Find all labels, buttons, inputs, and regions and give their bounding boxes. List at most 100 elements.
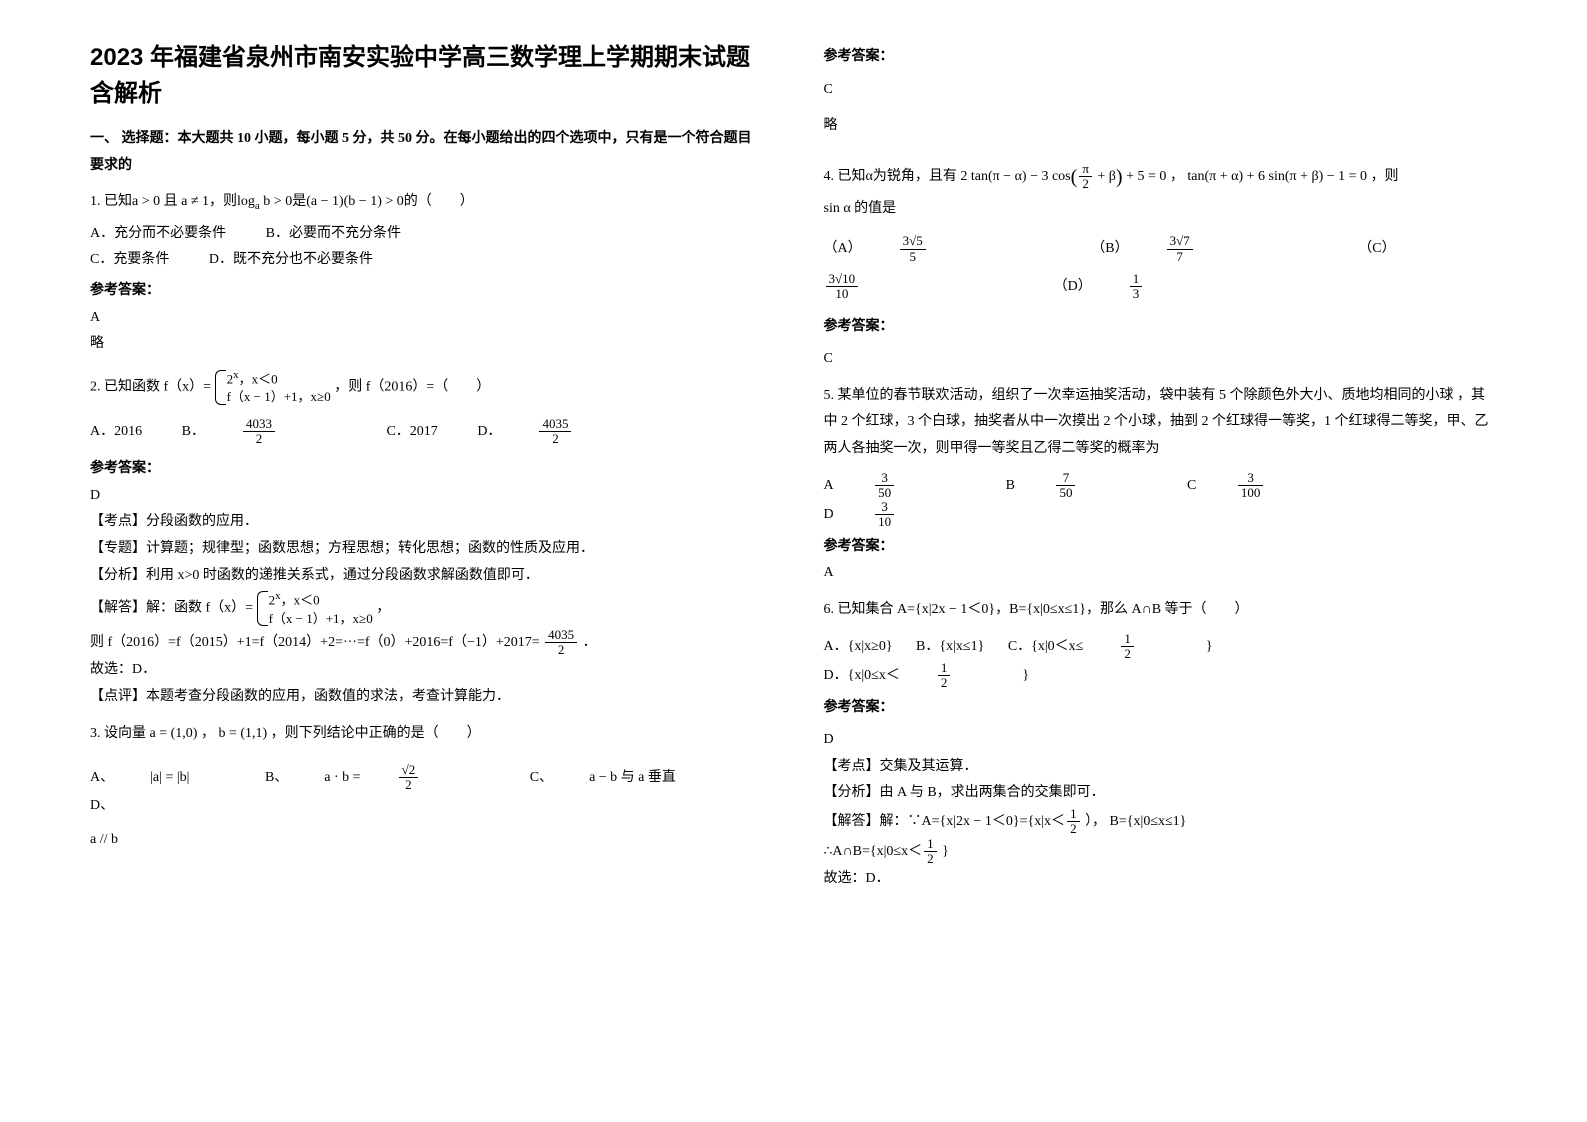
q5-ans: A — [824, 560, 1498, 587]
q2-k4-a: 【解答】解：函数 f（x）= — [90, 601, 253, 616]
q6-k2: 【分析】由 A 与 B，求出两集合的交集即可． — [824, 780, 1498, 807]
q6-opt-a: A．{x|x≥0} — [824, 634, 893, 661]
q1-opt-a: A．充分而不必要条件 — [90, 221, 226, 248]
q3-opt-b: B、a · b = √22 — [265, 763, 490, 793]
exam-title: 2023 年福建省泉州市南安实验中学高三数学理上学期期末试题含解析 — [90, 40, 764, 112]
q4-opt-a: （A）3√55 — [824, 234, 998, 264]
q5-opt-c-pre: C — [1187, 473, 1196, 500]
q4-eq2: tan(π + α) + 6 sin(π + β) − 1 = 0 — [1187, 169, 1367, 184]
q5-opt-c-frac: 3100 — [1238, 471, 1300, 501]
q5-opt-a-num: 3 — [875, 471, 894, 486]
q6-k4-frac: 12 — [924, 837, 937, 867]
q1-log-tail: b > 0 — [260, 194, 292, 209]
q6-opt-d: D．{x|0≤x＜12 } — [824, 661, 1066, 691]
q5-opt-b-den: 50 — [1056, 486, 1075, 500]
q3-ans: C — [824, 77, 1498, 104]
q6-k4-a: ∴A∩B={x|0≤x＜ — [824, 844, 923, 859]
q6-k1: 【考点】交集及其运算． — [824, 754, 1498, 781]
q4-options-row2: 3√1010 （D）13 — [824, 272, 1498, 302]
q2-k5-b: ． — [583, 635, 597, 650]
q6-stem: 6. 已知集合 A={x|2x − 1＜0}，B={x|0≤x≤1}，那么 A∩… — [824, 597, 1498, 624]
q1-cond2: a ≠ 1 — [181, 194, 209, 209]
q4-ans-label: 参考答案： — [824, 314, 1498, 341]
q6-k3-b: ）， B={x|0≤x≤1} — [1082, 814, 1187, 829]
q2-k4-b: ， — [376, 601, 390, 616]
q2-opt-b: B．40332 — [182, 417, 347, 447]
q4-opt-d: （D）13 — [1054, 272, 1215, 302]
q2-k1: 【考点】分段函数的应用． — [90, 509, 764, 536]
q3-vb: b = (1,1) — [218, 726, 267, 741]
q5-opt-a-pre: A — [824, 473, 834, 500]
q4-opt-d-pre: （D） — [1054, 274, 1092, 301]
q6-opt-c-pre: C．{x|0＜x≤ — [1008, 634, 1084, 661]
q1-cond1: a > 0 — [132, 194, 160, 209]
q3-opt-a: A、|a| = |b| — [90, 765, 225, 792]
q4-eq1-den: 2 — [1079, 177, 1092, 191]
q6-k4-num: 1 — [924, 837, 937, 852]
q2-k5-den: 2 — [545, 643, 577, 657]
q1-opt-b: B．必要而不充分条件 — [266, 221, 401, 248]
q6-k3: 【解答】解：∵A={x|2x − 1＜0}={x|x＜12 ）， B={x|0≤… — [824, 807, 1498, 837]
q2-ans-label: 参考答案： — [90, 456, 764, 483]
q5-opt-d-frac: 310 — [875, 500, 930, 530]
q4-eq1-rp: ) — [1116, 166, 1123, 188]
q4-opt-b-frac: 3√77 — [1167, 234, 1229, 264]
q3-ans-label: 参考答案： — [824, 44, 1498, 71]
q5-opt-b-pre: B — [1006, 473, 1015, 500]
question-3: 3. 设向量 a = (1,0) ， b = (1,1) ，则下列结论中正确的是… — [90, 721, 764, 854]
q6-opt-c-den: 2 — [1121, 647, 1134, 661]
q6-k3-frac: 12 — [1067, 807, 1080, 837]
q2-opt-d-den: 2 — [539, 432, 571, 446]
q4-opt-b-pre: （B） — [1091, 236, 1128, 263]
right-column: 参考答案： C 略 4. 已知α为锐角，且有 2 tan(π − α) − 3 … — [824, 40, 1498, 893]
q2-stem-b: ，则 f（2016）=（ ） — [334, 379, 490, 394]
q2-k4-p1-tail: ，x＜0 — [281, 592, 320, 607]
q2-k5: 则 f（2016）=f（2015）+1=f（2014）+2=···=f（0）+2… — [90, 628, 764, 658]
q5-options: A 350 B 750 C 3100 D 310 — [824, 471, 1498, 530]
q1-stem-c: ，则 — [209, 194, 237, 209]
q1-expr3: (a − 1)(b − 1) > 0 — [306, 194, 404, 209]
q4-opt-c-pre-label: （C） — [1358, 236, 1395, 263]
question-5: 5. 某单位的春节联欢活动，组织了一次幸运抽奖活动，袋中装有 5 个除颜色外大小… — [824, 383, 1498, 587]
q2-k5-frac: 40352 — [545, 628, 577, 658]
q2-k4-p2: f（x − 1）+1，x≥0 — [269, 610, 373, 628]
q3-stem-c: ，则下列结论中正确的是（ ） — [271, 726, 481, 741]
q4-opt-a-num: 3√5 — [900, 234, 926, 249]
q3-opt-a-body: |a| = |b| — [150, 765, 189, 792]
q4-opt-b-num: 3√7 — [1167, 234, 1193, 249]
q2-opt-d-pre: D． — [477, 419, 501, 446]
q5-opt-b-num: 7 — [1056, 471, 1075, 486]
q3-opt-d: D、 — [90, 793, 114, 820]
q1-ans: A — [90, 305, 764, 332]
q5-opt-c: C 3100 — [1187, 471, 1335, 501]
q4-opt-a-pre: （A） — [824, 236, 862, 263]
q3-note: 略 — [824, 113, 1498, 140]
q3-stem-a: 3. 设向量 — [90, 726, 146, 741]
q1-opt-d: D．既不充分也不必要条件 — [209, 247, 373, 274]
q3-opt-b-pre: B、 — [265, 765, 288, 792]
q6-opt-c-frac: 12 — [1121, 632, 1170, 662]
q4-eq1-a: 2 tan(π − α) − 3 cos — [960, 169, 1070, 184]
q4-stem-b: 为锐角，且有 — [873, 169, 957, 184]
q5-opt-d-num: 3 — [875, 500, 894, 515]
q1-options: A．充分而不必要条件 B．必要而不充分条件 C．充要条件 D．既不充分也不必要条… — [90, 221, 764, 274]
q4-opt-c-num: 3√10 — [826, 272, 859, 287]
q5-opt-a: A 350 — [824, 471, 967, 501]
q2-options: A．2016 B．40332 C．2017 D．40352 — [90, 417, 764, 447]
q1-stem-b: 且 — [160, 194, 181, 209]
q1-ans-label: 参考答案： — [90, 278, 764, 305]
q4-opt-c-den: 10 — [826, 287, 859, 301]
q6-opt-d-frac: 12 — [938, 661, 987, 691]
q2-p1-tail: ，x＜0 — [239, 371, 278, 386]
q5-opt-d: D 310 — [824, 500, 967, 530]
q5-opt-a-frac: 350 — [875, 471, 930, 501]
q3-opt-b-num: √2 — [399, 763, 419, 778]
q2-k5-a: 则 f（2016）=f（2015）+1=f（2014）+2=···=f（0）+2… — [90, 635, 543, 650]
q3-options: A、|a| = |b| B、a · b = √22 C、a − b 与 a 垂直… — [90, 763, 764, 819]
q4-opt-b-den: 7 — [1167, 250, 1193, 264]
q5-opt-b-frac: 750 — [1056, 471, 1111, 501]
q2-k3: 【分析】利用 x>0 时函数的递推关系式，通过分段函数求解函数值即可． — [90, 563, 764, 590]
q2-stem-a: 2. 已知函数 f（x）= — [90, 379, 211, 394]
q4-opt-b: （B） 3√77 — [1091, 234, 1264, 264]
q4-opt-d-num: 1 — [1130, 272, 1143, 287]
